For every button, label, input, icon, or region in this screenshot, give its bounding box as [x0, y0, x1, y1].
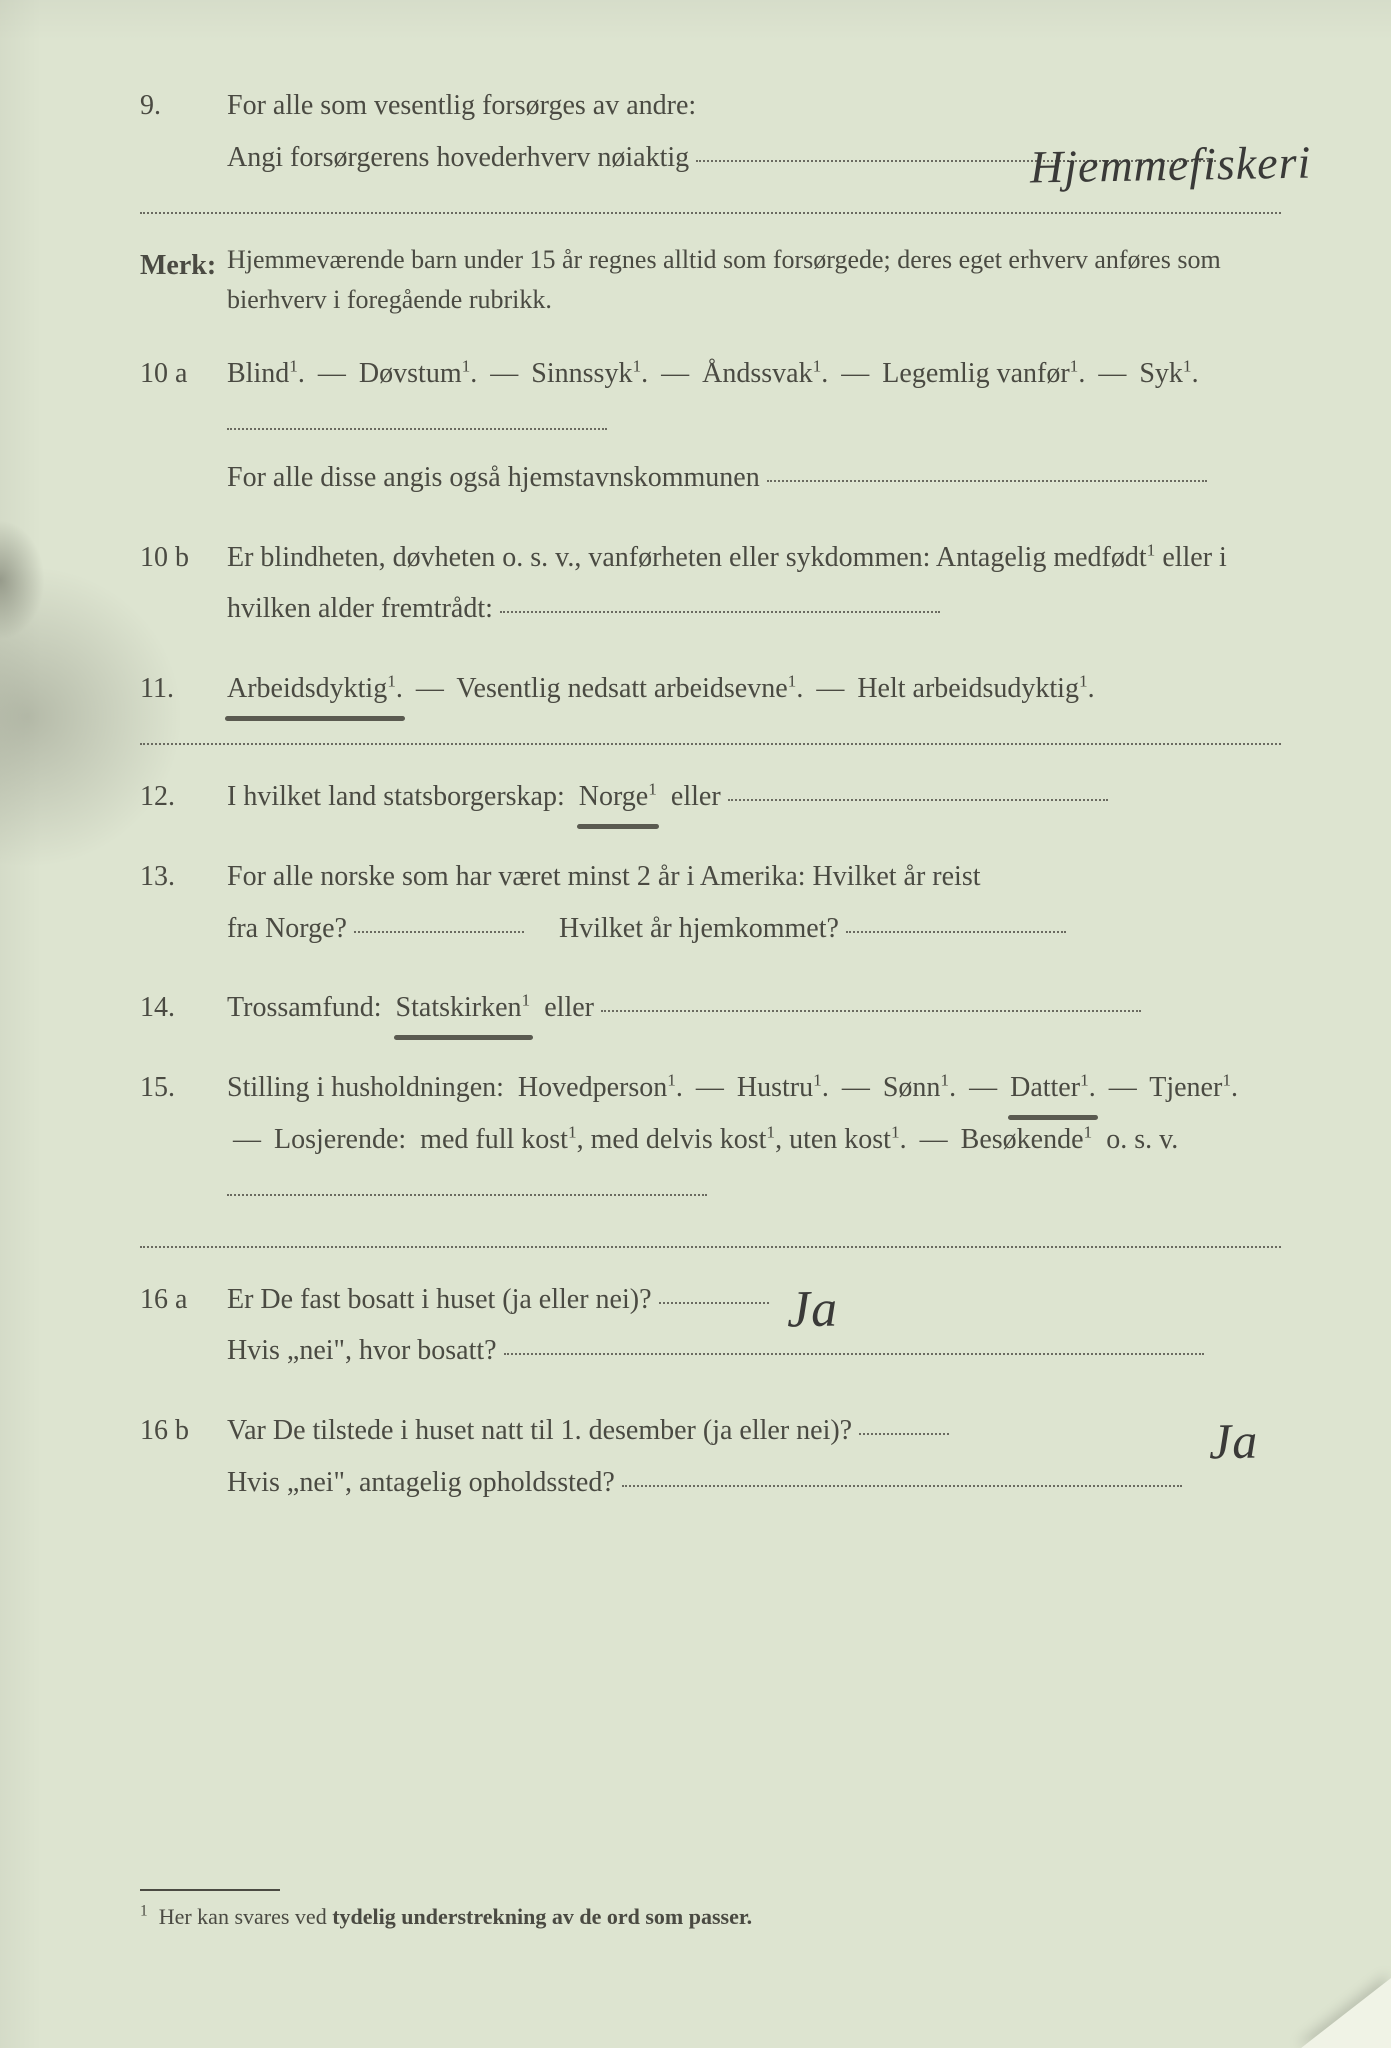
q15-losj: Losjerende:: [274, 1124, 406, 1155]
question-14: 14. Trossamfund: Statskirken1 eller: [140, 982, 1281, 1034]
q13-body: For alle norske som har været minst 2 år…: [227, 851, 1278, 955]
opt: med full kost1,: [420, 1124, 583, 1155]
question-10b: 10 b Er blindheten, døvheten o. s. v., v…: [140, 532, 1281, 636]
q16b-q: Var De tilstede i huset natt til 1. dese…: [227, 1415, 852, 1446]
merk-text: Hjemmeværende barn under 15 år regnes al…: [227, 240, 1278, 321]
opt: Sønn1.: [883, 1072, 956, 1103]
q14-label: Trossamfund:: [227, 992, 382, 1023]
opt: med delvis kost1,: [591, 1124, 782, 1155]
question-10a: 10 a Blind1. — Døvstum1. — Sinnssyk1. — …: [140, 348, 1281, 503]
q13-line1: For alle norske som har været minst 2 år…: [227, 861, 981, 892]
opt: Åndssvak1.: [702, 358, 828, 389]
q15-besok: Besøkende1: [961, 1124, 1093, 1155]
opt: Døvstum1.: [359, 358, 477, 389]
question-9: 9. For alle som vesentlig forsørges av a…: [140, 80, 1281, 184]
q15-osv: o. s. v.: [1106, 1124, 1178, 1155]
q10a-fill: [227, 428, 607, 430]
question-13: 13. For alle norske som har været minst …: [140, 851, 1281, 955]
q10b-fill: [500, 611, 940, 613]
q9-body: For alle som vesentlig forsørges av andr…: [227, 80, 1278, 184]
footnote-text: Her kan svares ved tydelig understreknin…: [159, 1904, 752, 1929]
q15-label: Stilling i husholdningen:: [227, 1072, 504, 1103]
q10a-body: Blind1. — Døvstum1. — Sinnssyk1. — Åndss…: [227, 348, 1278, 503]
q15-body: Stilling i husholdningen: Hovedperson1. …: [227, 1062, 1278, 1217]
paper-smudge: [0, 520, 45, 640]
q13-number: 13.: [140, 851, 220, 903]
question-16a: 16 a Er De fast bosatt i huset (ja eller…: [140, 1274, 1281, 1378]
q15-number: 15.: [140, 1062, 220, 1114]
opt: Blind1.: [227, 358, 305, 389]
q16a-fill2: [504, 1353, 1204, 1355]
q10b-texta: Er blindheten, døvheten o. s. v., vanfør…: [227, 542, 1147, 573]
q11-opt3: Helt arbeidsudyktig1.: [857, 673, 1094, 704]
q13-fill1: [354, 931, 524, 933]
note-merk: Merk: Hjemmeværende barn under 15 år reg…: [140, 240, 1281, 321]
footnote-rule: [140, 1889, 280, 1891]
opt: Hovedperson1.: [518, 1072, 683, 1103]
opt: uten kost1.: [789, 1124, 907, 1155]
q11-body: Arbeidsdyktig1. — Vesentlig nedsatt arbe…: [227, 663, 1278, 715]
opt: Sinnssyk1.: [531, 358, 648, 389]
q15-fill: [227, 1194, 707, 1196]
question-15: 15. Stilling i husholdningen: Hovedperso…: [140, 1062, 1281, 1217]
q16a-q: Er De fast bosatt i huset (ja eller nei)…: [227, 1284, 652, 1315]
q12-or: eller: [671, 781, 721, 812]
q16a-hand: Ja: [786, 1261, 839, 1358]
q16a-number: 16 a: [140, 1274, 220, 1326]
q11-opt2: Vesentlig nedsatt arbeidsevne1.: [456, 673, 803, 704]
divider: [140, 212, 1281, 214]
opt: Syk1.: [1139, 358, 1198, 389]
q9-line1: For alle som vesentlig forsørges av andr…: [227, 90, 696, 121]
q16a-fill: [659, 1302, 769, 1304]
q11-opt1-selected: Arbeidsdyktig1.: [227, 663, 403, 715]
q16b-fill2: [622, 1485, 1182, 1487]
q12-text: I hvilket land statsborgerskap:: [227, 781, 565, 812]
opt: Tjener1.: [1149, 1072, 1238, 1103]
page-corner-fold: [1301, 1978, 1391, 2048]
q9-number: 9.: [140, 80, 220, 132]
q9-line2: Angi forsørgerens hovederhverv nøiaktig: [227, 142, 689, 173]
q12-number: 12.: [140, 771, 220, 823]
q12-body: I hvilket land statsborgerskap: Norge1 e…: [227, 771, 1278, 823]
q12-fill: [728, 799, 1108, 801]
q11-number: 11.: [140, 663, 220, 715]
question-12: 12. I hvilket land statsborgerskap: Norg…: [140, 771, 1281, 823]
q16b-fill: [859, 1433, 949, 1435]
q15-datter-selected: Datter1.: [1010, 1062, 1096, 1114]
footnote-marker: 1: [140, 1903, 148, 1920]
opt: Legemlig vanfør1.: [882, 358, 1085, 389]
q16a-line2: Hvis „nei", hvor bosatt?: [227, 1335, 497, 1366]
q16b-body: Var De tilstede i huset natt til 1. dese…: [227, 1405, 1278, 1509]
q13-line2a: fra Norge?: [227, 913, 347, 944]
q12-opt1-selected: Norge1: [579, 771, 657, 823]
divider: [140, 743, 1281, 745]
q16b-line2: Hvis „nei", antagelig opholdssted?: [227, 1467, 615, 1498]
q13-fill2: [846, 931, 1066, 933]
q10a-fill2: [767, 480, 1207, 482]
q9-handwritten-answer: Hjemmefiskeri: [1029, 120, 1312, 210]
q16b-number: 16 b: [140, 1405, 220, 1457]
q10b-number: 10 b: [140, 532, 220, 584]
q10b-body: Er blindheten, døvheten o. s. v., vanfør…: [227, 532, 1278, 636]
q14-fill: [601, 1010, 1141, 1012]
footnote: 1 Her kan svares ved tydelig understrekn…: [140, 1897, 1281, 1938]
question-11: 11. Arbeidsdyktig1. — Vesentlig nedsatt …: [140, 663, 1281, 715]
opt: Hustru1.: [737, 1072, 829, 1103]
q14-body: Trossamfund: Statskirken1 eller: [227, 982, 1278, 1034]
q16b-hand: Ja: [1208, 1395, 1259, 1488]
q14-or: eller: [544, 992, 594, 1023]
footnote-block: 1 Her kan svares ved tydelig understrekn…: [140, 1849, 1281, 1938]
census-form-page: 9. For alle som vesentlig forsørges av a…: [0, 0, 1391, 2048]
q10a-number: 10 a: [140, 348, 220, 400]
q10a-line2: For alle disse angis også hjemstavnskomm…: [227, 462, 760, 493]
q13-line2b: Hvilket år hjemkommet?: [559, 913, 839, 944]
q16a-body: Er De fast bosatt i huset (ja eller nei)…: [227, 1274, 1278, 1378]
question-16b: 16 b Var De tilstede i huset natt til 1.…: [140, 1405, 1281, 1509]
q14-opt1-selected: Statskirken1: [396, 982, 531, 1034]
q14-number: 14.: [140, 982, 220, 1034]
divider: [140, 1246, 1281, 1248]
merk-label: Merk:: [140, 240, 220, 292]
